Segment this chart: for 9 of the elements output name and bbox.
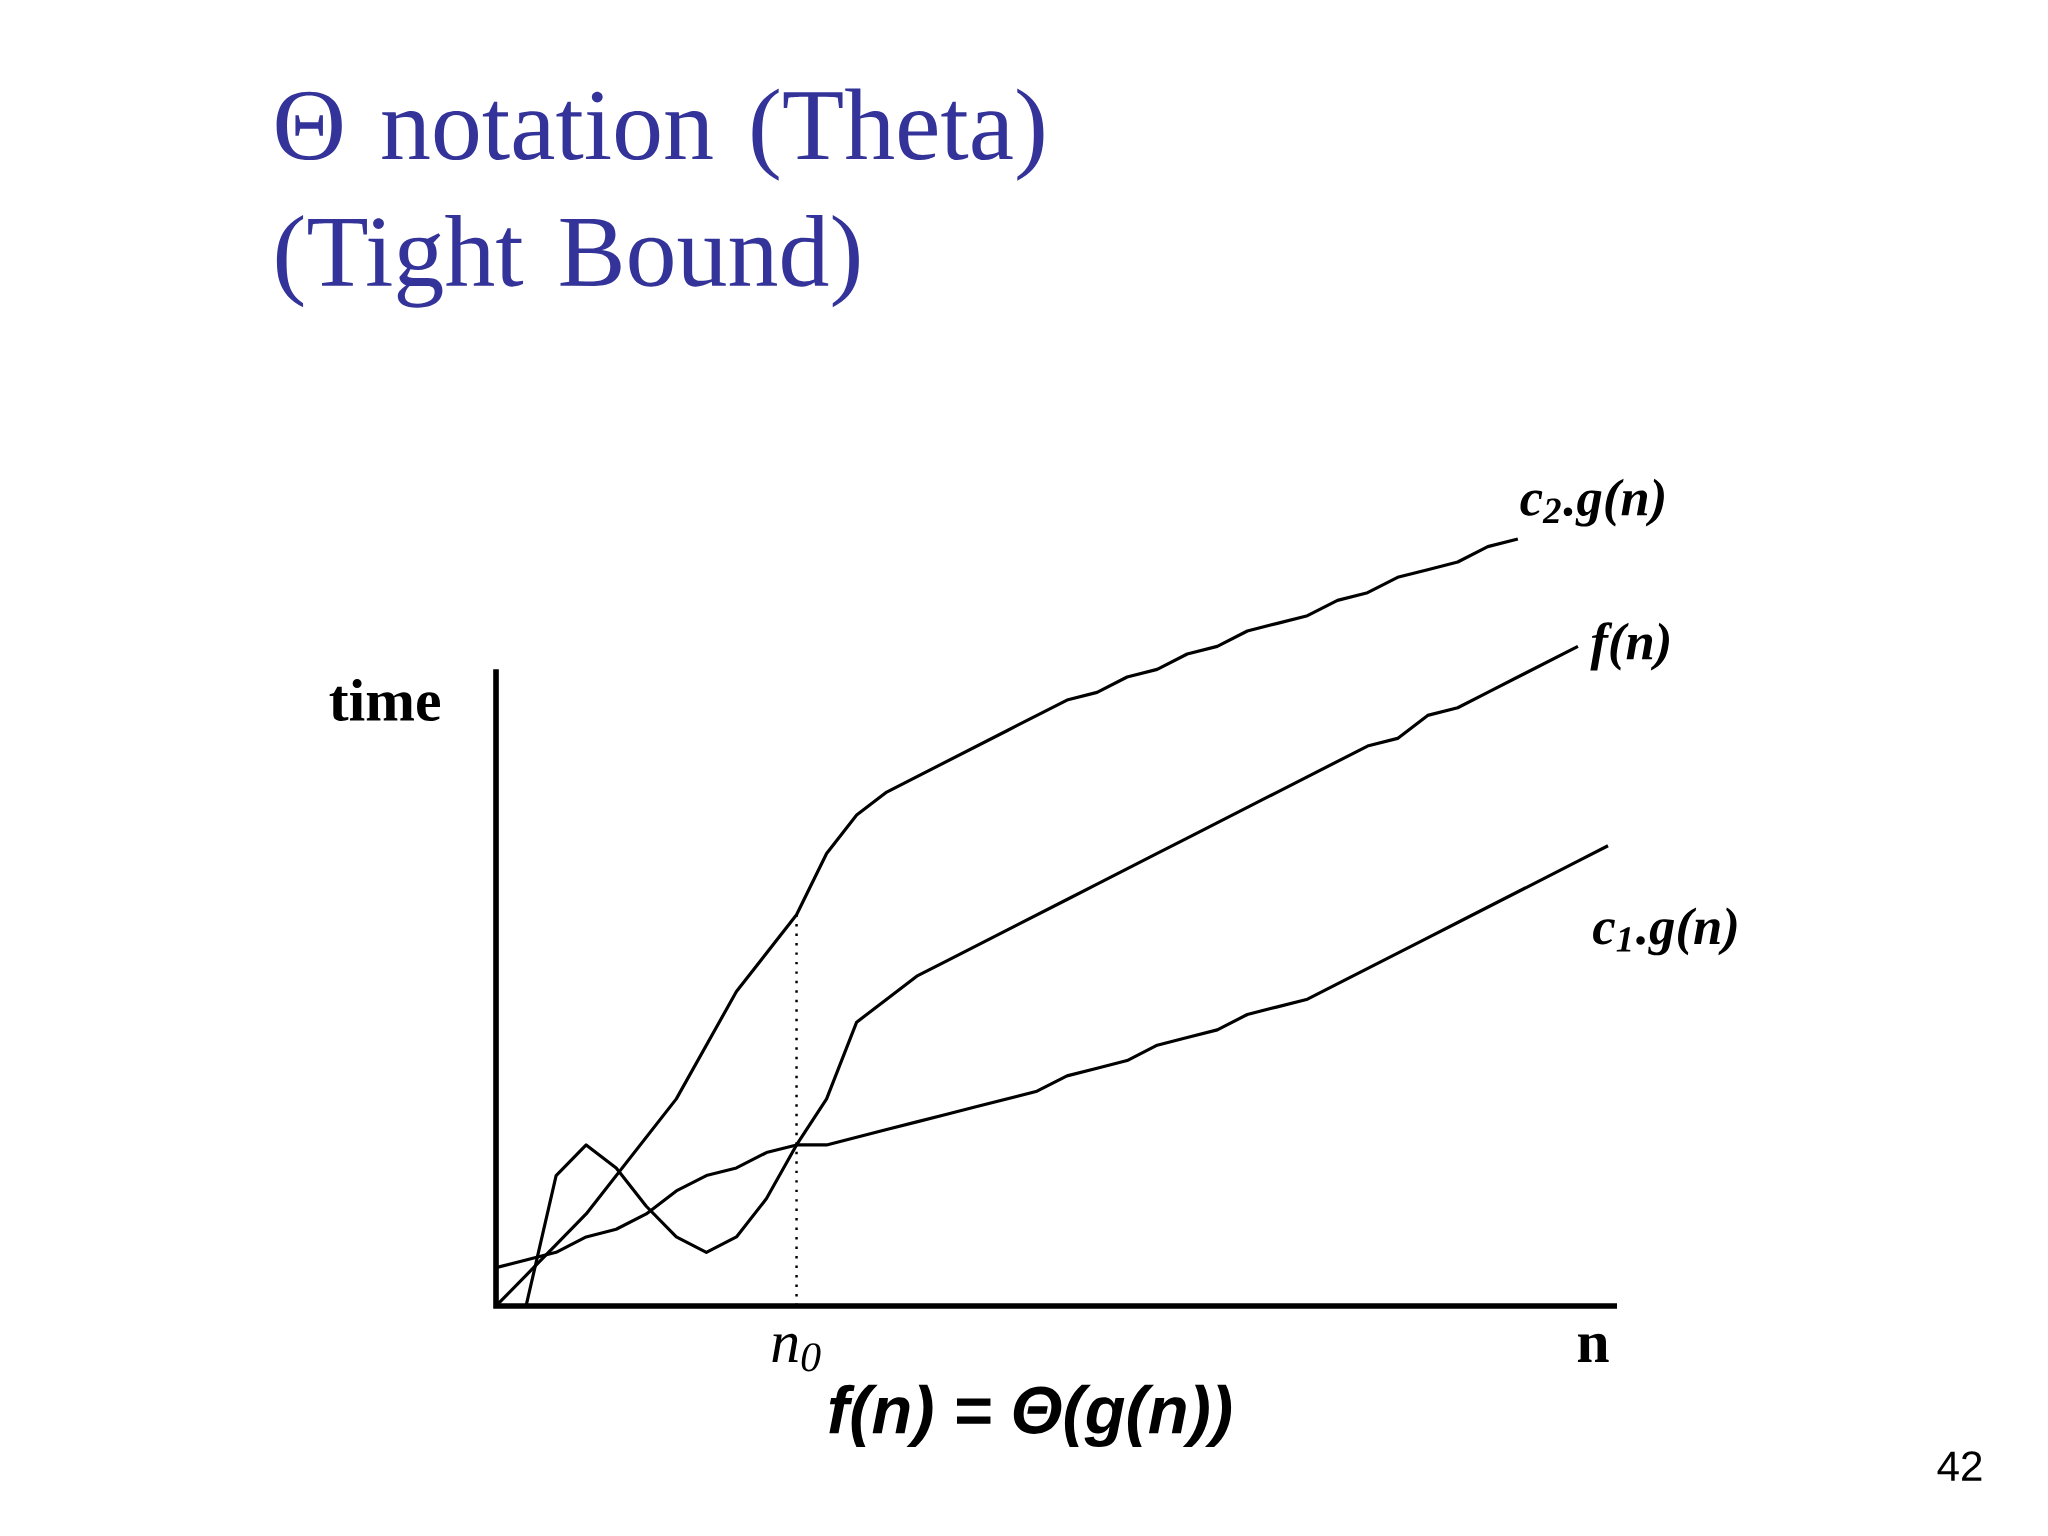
text: f(n) = Θ(g(n)) [829, 1384, 1232, 1448]
series-label: f(n) [1590, 622, 1669, 671]
y-axis-title: time [329, 679, 440, 722]
series-label: c$_{2}$.g(n) [1520, 478, 1664, 527]
text: 42 [1937, 1451, 1982, 1481]
series-label: c$_{1}$.g(n) [1593, 907, 1737, 956]
x-axis-title: n [1577, 1333, 1609, 1362]
text: n$_{0}$ [772, 1333, 821, 1372]
chart-title: Θ notation (Theta) (Tight Bound) [276, 88, 1044, 308]
